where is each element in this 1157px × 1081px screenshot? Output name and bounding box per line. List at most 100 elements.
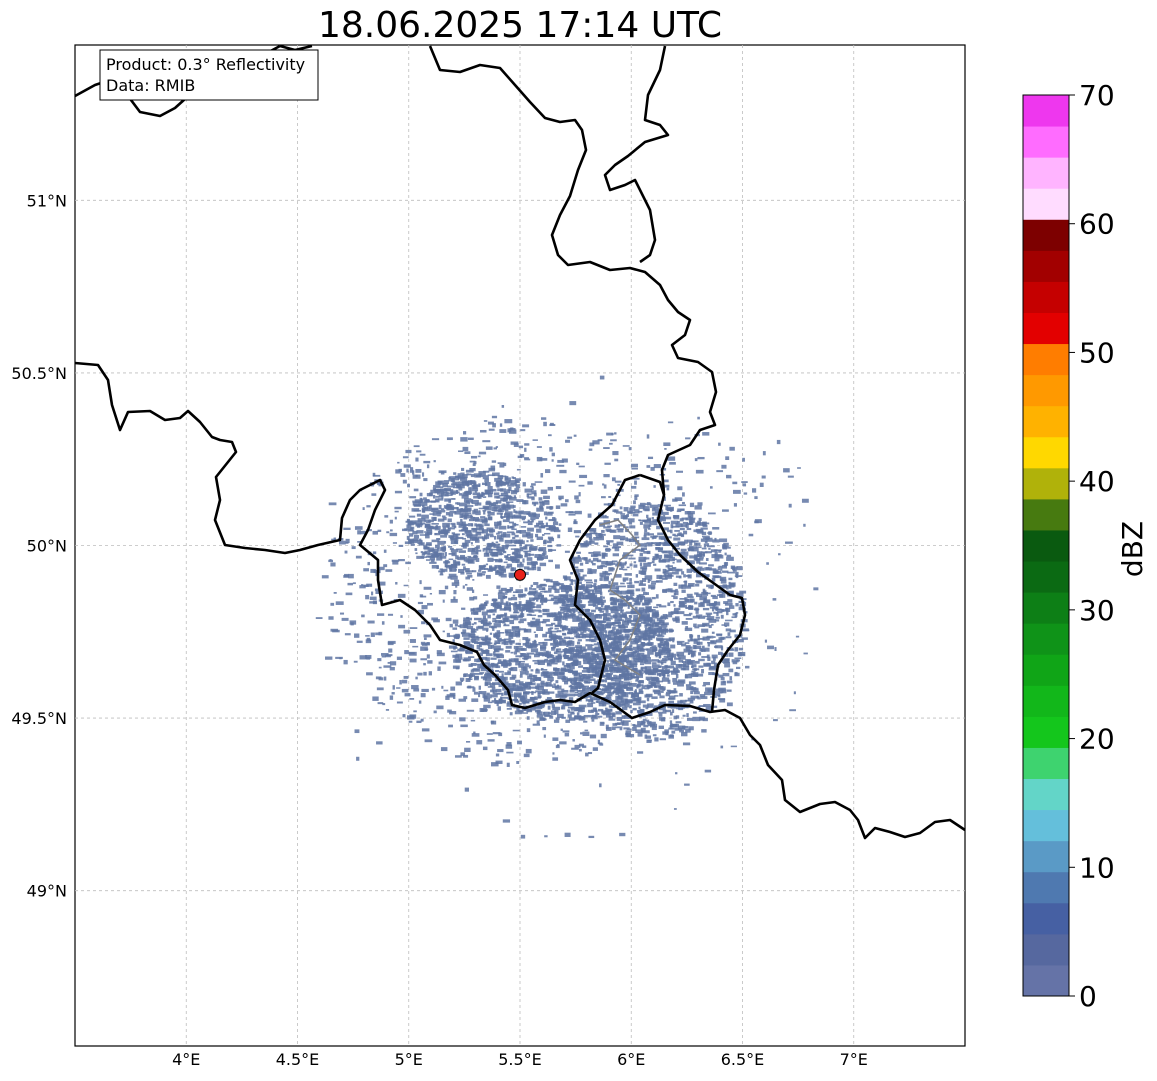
echo-cell <box>670 723 678 728</box>
echo-cell <box>545 681 552 686</box>
echo-cell <box>622 445 630 447</box>
echo-cell <box>432 511 438 516</box>
echo-cell <box>640 642 645 645</box>
echo-cell <box>630 675 633 680</box>
echo-cell <box>478 471 486 476</box>
echo-cell <box>537 615 543 618</box>
echo-cell <box>608 580 611 585</box>
echo-cell <box>592 707 597 712</box>
echo-cell <box>496 535 503 540</box>
echo-cell <box>488 637 491 641</box>
echo-cell <box>557 598 565 602</box>
echo-cell <box>664 536 672 539</box>
echo-cell <box>495 669 499 673</box>
echo-cell <box>626 566 630 569</box>
echo-cell <box>613 621 622 625</box>
echo-cell <box>470 487 479 492</box>
echo-cell <box>421 688 429 693</box>
echo-cell <box>406 535 410 540</box>
echo-cell <box>624 699 628 703</box>
echo-cell <box>620 590 627 595</box>
echo-cell <box>573 610 576 614</box>
echo-cell <box>612 653 618 657</box>
echo-cell <box>567 669 571 672</box>
echo-cell <box>699 567 705 571</box>
echo-cell <box>501 506 507 510</box>
echo-cell <box>732 568 737 572</box>
echo-cell <box>667 456 676 461</box>
echo-cell <box>642 506 650 511</box>
echo-cell <box>634 494 639 497</box>
echo-cell <box>721 464 727 469</box>
echo-cell <box>490 657 497 660</box>
echo-cell <box>452 665 460 669</box>
echo-cell <box>562 675 566 681</box>
echo-cell <box>553 651 558 655</box>
echo-cell <box>627 701 633 703</box>
echo-cell <box>508 486 512 492</box>
echo-cell <box>493 623 501 628</box>
echo-cell <box>537 594 544 598</box>
echo-cell <box>656 669 664 673</box>
echo-cell <box>433 619 440 623</box>
echo-cell <box>589 528 594 532</box>
echo-cell <box>504 419 513 424</box>
echo-cell <box>473 611 479 615</box>
echo-cell <box>647 543 653 547</box>
echo-cell <box>665 614 673 618</box>
echo-cell <box>744 611 748 614</box>
echo-cell <box>679 693 683 697</box>
echo-cell <box>512 594 516 597</box>
echo-cell <box>437 498 444 501</box>
echo-cell <box>481 519 488 524</box>
echo-cell <box>641 670 649 672</box>
echo-cell <box>582 731 590 736</box>
echo-cell <box>343 527 351 530</box>
colorbar-segment <box>1023 312 1069 345</box>
echo-cell <box>467 507 472 512</box>
echo-cell <box>778 553 781 556</box>
echo-cell <box>684 725 689 729</box>
echo-cell <box>573 676 582 679</box>
echo-cell <box>437 511 441 517</box>
echo-cell <box>626 582 631 585</box>
echo-cell <box>676 470 684 473</box>
echo-cell <box>639 580 644 585</box>
echo-cell <box>648 635 656 639</box>
echo-cell <box>492 620 497 623</box>
echo-cell <box>719 538 728 543</box>
echo-cell <box>518 663 525 667</box>
echo-cell <box>607 589 610 593</box>
echo-cell <box>509 641 513 646</box>
echo-cell <box>566 643 569 648</box>
echo-cell <box>739 590 747 594</box>
echo-cell <box>470 608 475 612</box>
echo-cell <box>570 595 575 598</box>
echo-cell <box>377 613 385 616</box>
echo-cell <box>618 680 624 685</box>
echo-cell <box>694 607 699 611</box>
echo-cell <box>523 521 529 524</box>
echo-cell <box>426 654 430 659</box>
echo-cell <box>655 655 658 658</box>
echo-cell <box>534 696 541 699</box>
echo-cell <box>576 627 585 631</box>
echo-cell <box>560 607 568 611</box>
echo-cell <box>536 604 542 609</box>
echo-cell <box>546 697 552 700</box>
echo-cell <box>561 706 564 710</box>
echo-cell <box>491 694 498 698</box>
echo-cell <box>485 549 488 555</box>
echo-cell <box>421 621 426 625</box>
lat-tick-label: 49°N <box>27 882 67 901</box>
echo-cell <box>725 619 733 622</box>
echo-cell <box>486 622 492 625</box>
echo-cell <box>508 635 514 639</box>
echo-cell <box>413 488 419 492</box>
echo-cell <box>543 689 548 693</box>
echo-cell <box>658 725 665 729</box>
echo-cell <box>552 658 560 663</box>
echo-cell <box>492 613 496 616</box>
echo-cell <box>494 535 497 540</box>
echo-cell <box>563 651 567 656</box>
